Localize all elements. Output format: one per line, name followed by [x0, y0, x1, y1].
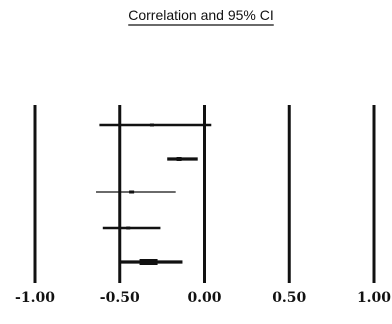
study-rows: [96, 123, 212, 265]
point-estimate: [149, 123, 154, 127]
x-tick-label: -1.00: [15, 290, 55, 306]
reference-lines: [33, 105, 376, 283]
point-estimate: [129, 190, 135, 194]
x-tick-label: 0.50: [272, 290, 306, 306]
point-estimate: [139, 259, 158, 265]
x-tick-label: 0.00: [187, 290, 221, 306]
chart-title: Correlation and 95% CI: [128, 7, 274, 23]
point-estimate: [176, 157, 182, 161]
x-tick-label: 1.00: [357, 290, 391, 306]
point-estimate: [126, 226, 131, 230]
x-axis-tick-labels: -1.00 -0.50 0.00 0.50 1.00: [15, 290, 391, 306]
x-tick-label: -0.50: [100, 290, 140, 306]
